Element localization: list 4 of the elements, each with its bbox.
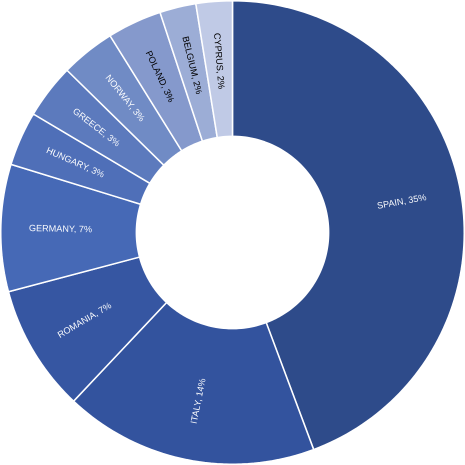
slice-label: ITALY, 14% (190, 378, 206, 424)
slice-label: CYPRUS, 2% (214, 33, 225, 89)
slice-label: SPAIN, 35% (378, 194, 426, 209)
slice-label: GERMANY, 7% (29, 224, 92, 234)
